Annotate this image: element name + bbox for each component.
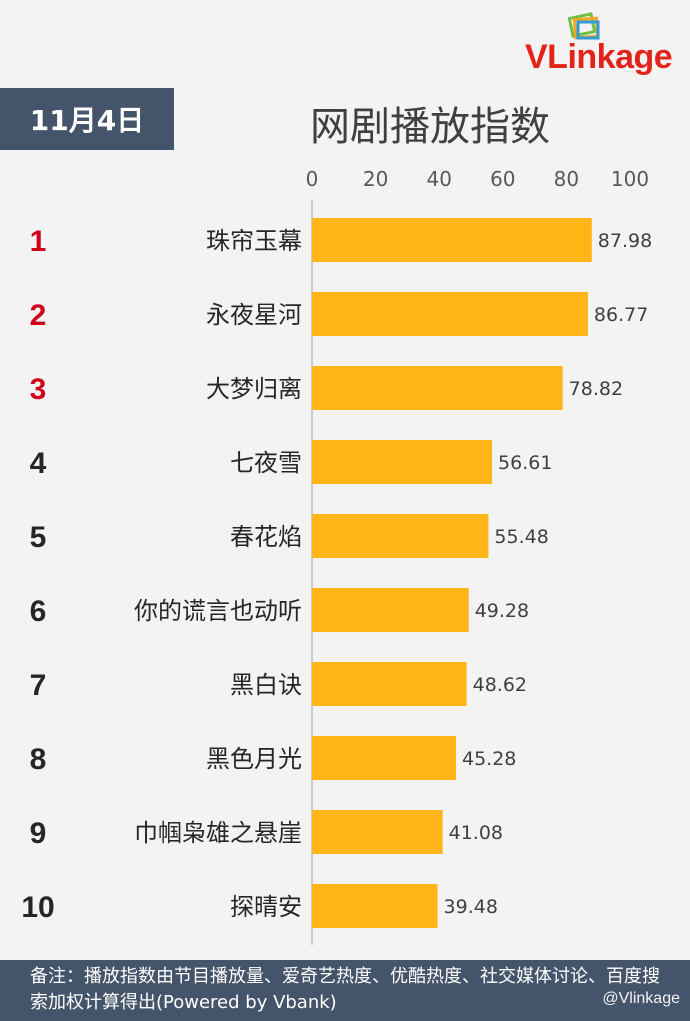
bar <box>312 292 588 336</box>
category-label: 巾帼枭雄之悬崖 <box>134 819 302 847</box>
category-label: 黑色月光 <box>206 745 302 773</box>
value-label: 78.82 <box>569 378 623 400</box>
value-label: 86.77 <box>594 304 648 326</box>
rank-label: 1 <box>30 225 47 258</box>
category-label: 春花焰 <box>230 523 302 551</box>
value-label: 55.48 <box>494 526 548 548</box>
bar <box>312 662 467 706</box>
value-label: 87.98 <box>598 230 652 252</box>
rank-label: 8 <box>30 743 47 776</box>
footer-note: 备注：播放指数由节目播放量、爱奇艺热度、优酷热度、社交媒体讨论、百度搜索加权计算… <box>0 960 690 1021</box>
bar-chart: 0 20 40 60 80 100 87.98 珠帘玉幕 1 86.77 永夜星河 2 78.82 大梦归… <box>21 167 652 945</box>
category-label: 黑白诀 <box>230 671 302 699</box>
rank-label: 5 <box>30 521 47 554</box>
bar <box>312 514 489 558</box>
note-text: 备注：播放指数由节目播放量、爱奇艺热度、优酷热度、社交媒体讨论、百度搜索加权计算… <box>30 966 660 1013</box>
value-label: 48.62 <box>473 674 527 696</box>
bar <box>312 588 469 632</box>
category-label: 大梦归离 <box>206 375 302 403</box>
vlinkage-logo: VLinkage <box>525 10 685 80</box>
rank-label: 9 <box>30 817 47 850</box>
chart-title: 网剧播放指数 <box>310 104 550 150</box>
logo-cards-icon <box>567 12 600 40</box>
date-label: 11月4日 <box>29 104 145 137</box>
x-tick-label: 80 <box>554 167 579 191</box>
watermark: @Vlinkage <box>602 990 680 1007</box>
rank-label: 4 <box>30 447 47 480</box>
value-label: 45.28 <box>462 748 516 770</box>
date-badge: 11月4日 <box>0 88 174 150</box>
value-label: 39.48 <box>444 896 498 918</box>
x-tick-label: 20 <box>363 167 388 191</box>
value-label: 41.08 <box>449 822 503 844</box>
category-label: 你的谎言也动听 <box>134 597 302 625</box>
rank-label: 10 <box>21 891 54 924</box>
x-tick-label: 60 <box>490 167 515 191</box>
bar <box>312 440 493 484</box>
x-tick-label: 0 <box>306 167 319 191</box>
rank-label: 7 <box>30 669 47 702</box>
bar <box>312 810 443 854</box>
category-label: 永夜星河 <box>206 301 302 329</box>
rank-label: 6 <box>30 595 47 628</box>
bar <box>312 218 592 262</box>
x-tick-label: 40 <box>426 167 451 191</box>
bar <box>312 366 563 410</box>
x-tick-label: 100 <box>611 167 649 191</box>
rank-label: 2 <box>30 299 47 332</box>
value-label: 56.61 <box>498 452 552 474</box>
logo-text: VLinkage <box>525 38 673 76</box>
value-label: 49.28 <box>475 600 529 622</box>
category-label: 七夜雪 <box>230 449 302 477</box>
category-label: 探晴安 <box>230 893 302 921</box>
rank-label: 3 <box>30 373 47 406</box>
bar <box>312 884 438 928</box>
bar <box>312 736 456 780</box>
category-label: 珠帘玉幕 <box>206 227 302 255</box>
